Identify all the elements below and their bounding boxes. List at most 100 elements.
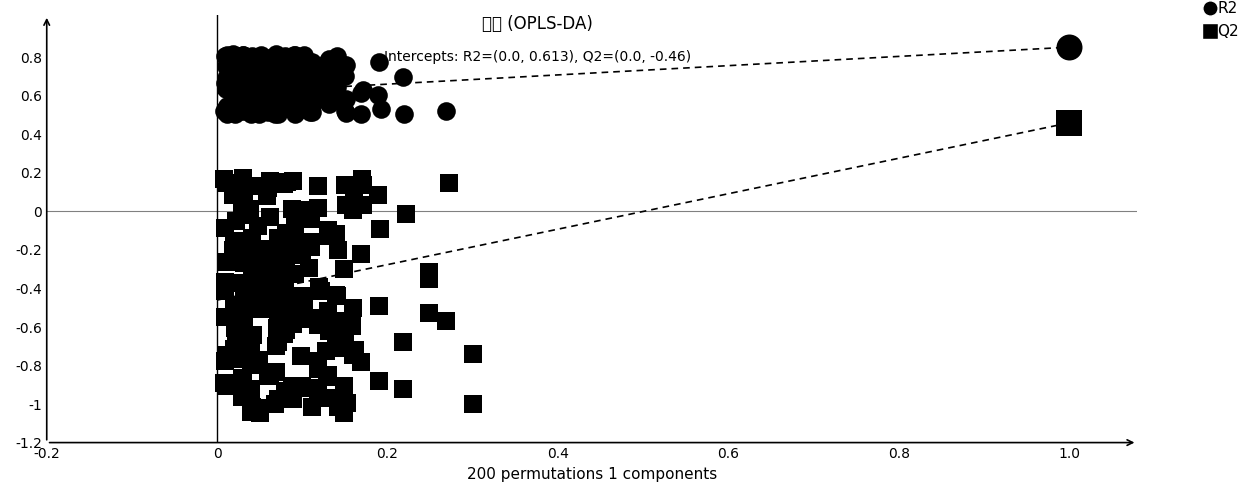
Point bbox=[223, 71, 243, 79]
Point bbox=[216, 63, 235, 71]
Point bbox=[353, 181, 373, 189]
Point bbox=[291, 103, 311, 111]
Point bbox=[393, 73, 413, 81]
Point bbox=[292, 241, 312, 248]
Point bbox=[260, 291, 280, 299]
Point bbox=[291, 86, 311, 94]
Point bbox=[336, 95, 356, 103]
Point bbox=[301, 238, 321, 246]
Point bbox=[243, 83, 263, 91]
Point bbox=[240, 103, 260, 111]
Point bbox=[301, 384, 321, 392]
Point bbox=[343, 304, 363, 312]
Point bbox=[327, 53, 347, 61]
Point bbox=[232, 279, 252, 287]
Point bbox=[275, 52, 295, 60]
Point bbox=[327, 65, 347, 73]
Point bbox=[368, 191, 388, 199]
Point bbox=[439, 178, 458, 186]
Point bbox=[294, 302, 313, 310]
Point bbox=[268, 73, 287, 81]
Point bbox=[250, 62, 270, 70]
Point bbox=[274, 80, 294, 87]
Point bbox=[252, 51, 271, 59]
Point bbox=[278, 316, 297, 324]
Point bbox=[326, 58, 346, 66]
Point bbox=[258, 184, 278, 192]
Point bbox=[309, 75, 328, 83]
Point bbox=[326, 291, 346, 299]
Legend: R2, Q2: R2, Q2 bbox=[1208, 1, 1239, 39]
Point bbox=[300, 106, 320, 114]
Point bbox=[291, 352, 311, 360]
Point bbox=[266, 342, 286, 350]
Point bbox=[249, 66, 269, 74]
Point bbox=[252, 84, 271, 92]
Point bbox=[301, 85, 321, 93]
Point bbox=[225, 325, 245, 332]
Point bbox=[243, 66, 263, 74]
Point bbox=[223, 353, 243, 361]
Point bbox=[225, 321, 245, 329]
Point bbox=[214, 379, 234, 387]
Point bbox=[309, 182, 328, 190]
Point bbox=[232, 93, 252, 101]
Point bbox=[256, 192, 276, 200]
Point bbox=[301, 243, 321, 251]
Point bbox=[352, 175, 372, 183]
Point bbox=[394, 110, 414, 118]
Point bbox=[240, 205, 260, 213]
Point bbox=[233, 174, 253, 182]
Point bbox=[233, 374, 253, 382]
Point bbox=[224, 74, 244, 82]
Point bbox=[285, 53, 305, 61]
Point bbox=[436, 107, 456, 115]
Point bbox=[309, 88, 328, 96]
Point bbox=[233, 103, 253, 111]
Point bbox=[232, 60, 252, 68]
Point bbox=[242, 262, 261, 270]
Point bbox=[292, 250, 312, 258]
Point bbox=[243, 284, 263, 292]
Point bbox=[249, 289, 269, 297]
Point bbox=[250, 62, 270, 70]
Point bbox=[233, 344, 253, 352]
Point bbox=[274, 330, 294, 338]
Point bbox=[233, 302, 253, 310]
Point bbox=[292, 81, 312, 88]
Point bbox=[309, 357, 328, 365]
Point bbox=[225, 53, 245, 61]
Point bbox=[260, 90, 280, 98]
Point bbox=[252, 67, 271, 75]
Point bbox=[318, 327, 338, 335]
Point bbox=[275, 302, 295, 310]
Point bbox=[335, 73, 354, 81]
Point bbox=[294, 55, 313, 63]
Point bbox=[326, 230, 346, 238]
Point bbox=[291, 206, 311, 214]
Point bbox=[233, 180, 253, 188]
Point bbox=[282, 382, 302, 390]
Point bbox=[318, 57, 338, 65]
Point bbox=[260, 100, 280, 108]
Point bbox=[274, 96, 294, 104]
Point bbox=[223, 83, 243, 90]
Point bbox=[328, 246, 348, 254]
Point bbox=[291, 382, 311, 390]
Point bbox=[260, 372, 280, 380]
Point bbox=[307, 365, 327, 373]
Point bbox=[240, 336, 260, 344]
Point bbox=[249, 360, 269, 368]
Point bbox=[223, 303, 243, 311]
Point bbox=[232, 211, 252, 219]
Point bbox=[369, 302, 389, 310]
Point bbox=[266, 368, 286, 376]
Point bbox=[249, 56, 269, 64]
Point bbox=[242, 285, 261, 293]
Point bbox=[216, 224, 235, 232]
Point bbox=[258, 66, 278, 74]
Point bbox=[269, 337, 289, 345]
Point bbox=[291, 298, 311, 306]
Point bbox=[419, 268, 439, 276]
Point bbox=[242, 67, 261, 75]
